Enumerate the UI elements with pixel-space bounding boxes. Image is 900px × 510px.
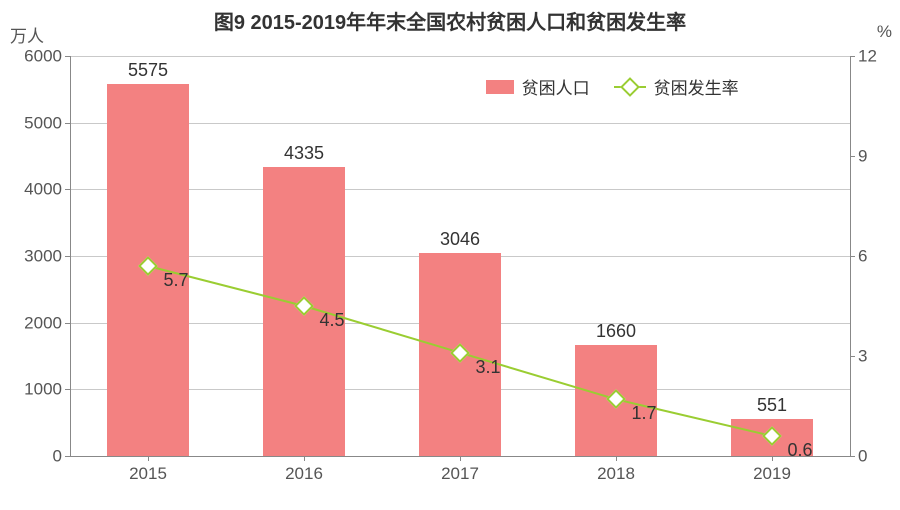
xtick-mark bbox=[460, 456, 461, 461]
ytick-mark-right bbox=[850, 456, 855, 457]
left-axis-label: 万人 bbox=[10, 22, 44, 47]
right-axis-label: % bbox=[877, 22, 892, 42]
legend-label: 贫困发生率 bbox=[654, 74, 739, 99]
xtick-mark bbox=[772, 456, 773, 461]
legend-item-line: 贫困发生率 bbox=[614, 74, 739, 99]
line-value-label: 3.1 bbox=[475, 357, 500, 378]
ytick-left: 1000 bbox=[24, 381, 70, 398]
legend: 贫困人口 贫困发生率 bbox=[476, 70, 749, 103]
legend-swatch-bar bbox=[486, 80, 514, 94]
ytick-left: 3000 bbox=[24, 248, 70, 265]
ytick-left: 6000 bbox=[24, 48, 70, 65]
legend-item-bar: 贫困人口 bbox=[486, 74, 590, 99]
line-value-label: 5.7 bbox=[163, 270, 188, 291]
xtick: 2019 bbox=[753, 464, 791, 484]
xtick: 2017 bbox=[441, 464, 479, 484]
legend-swatch-line bbox=[614, 80, 646, 94]
ytick-left: 2000 bbox=[24, 314, 70, 331]
xtick-mark bbox=[148, 456, 149, 461]
xtick: 2016 bbox=[285, 464, 323, 484]
xtick: 2018 bbox=[597, 464, 635, 484]
ytick-left: 4000 bbox=[24, 181, 70, 198]
xtick-mark bbox=[304, 456, 305, 461]
line-value-label: 1.7 bbox=[631, 403, 656, 424]
line-value-label: 0.6 bbox=[787, 440, 812, 461]
xtick: 2015 bbox=[129, 464, 167, 484]
line-value-label: 4.5 bbox=[319, 310, 344, 331]
xtick-mark bbox=[616, 456, 617, 461]
chart-title: 图9 2015-2019年年末全国农村贫困人口和贫困发生率 bbox=[0, 6, 900, 35]
plot-area: 0100020003000400050006000036912557520154… bbox=[70, 56, 850, 456]
axis-line-right bbox=[850, 56, 851, 456]
ytick-left: 5000 bbox=[24, 114, 70, 131]
legend-label: 贫困人口 bbox=[522, 74, 590, 99]
chart-root: 图9 2015-2019年年末全国农村贫困人口和贫困发生率 万人 % 01000… bbox=[0, 0, 900, 510]
line-series bbox=[70, 56, 850, 456]
